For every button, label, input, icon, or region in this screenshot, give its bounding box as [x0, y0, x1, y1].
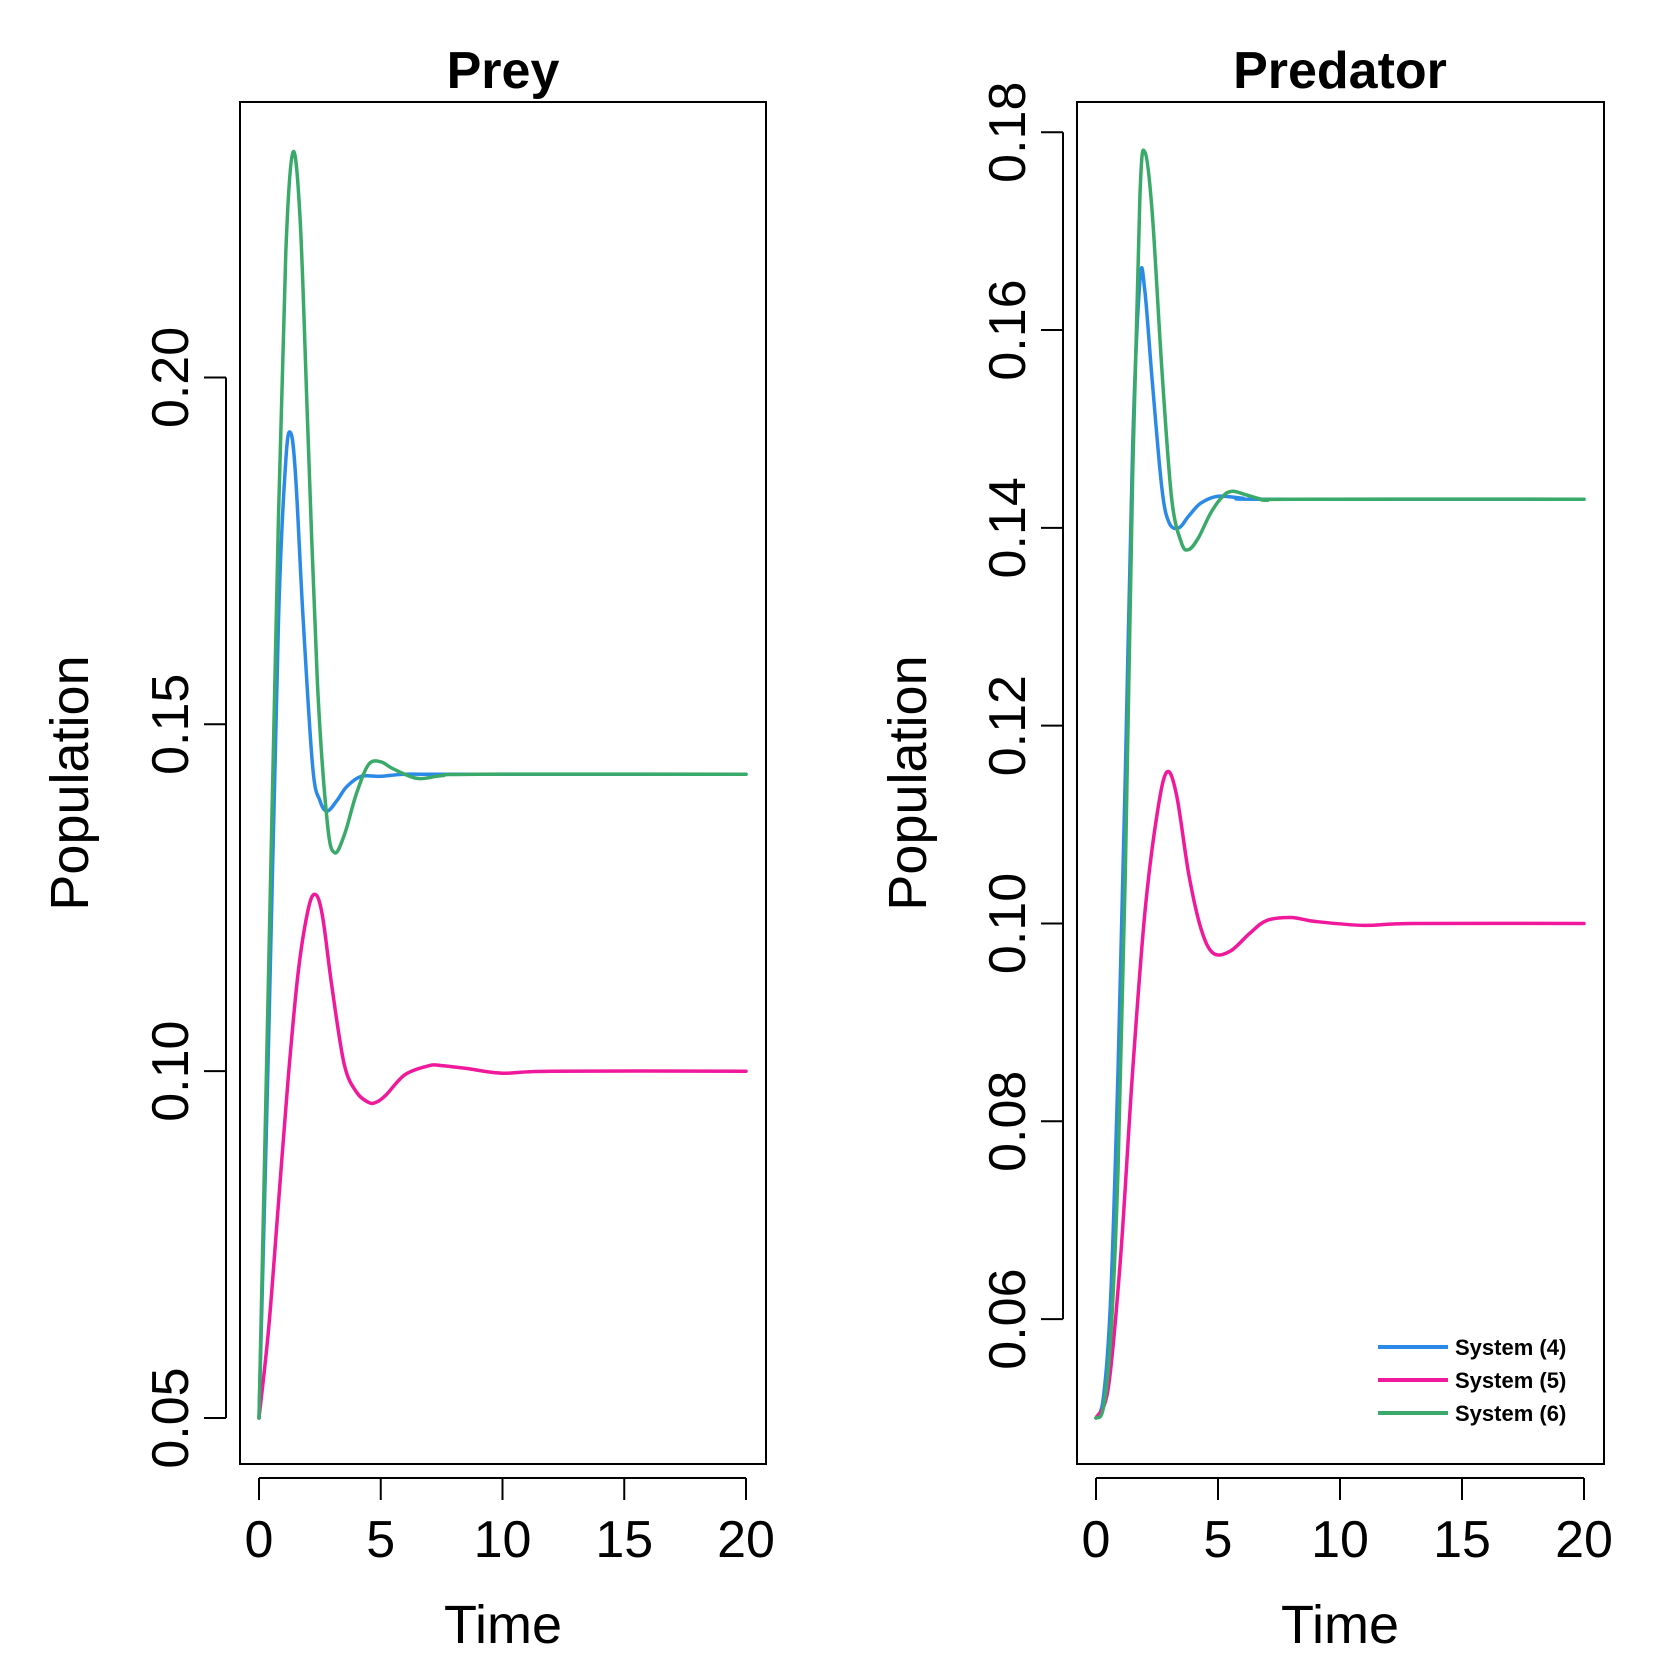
- predator-title: Predator: [1233, 42, 1447, 100]
- prey-y-tick-label: 0.05: [142, 1367, 200, 1468]
- prey-y-tick-label: 0.15: [142, 674, 200, 775]
- predator-line-system-4: [1094, 266, 1586, 1420]
- prey-x-ticks: 0 5 10 15 20: [245, 1477, 775, 1569]
- predator-y-tick-label: 0.06: [979, 1268, 1037, 1369]
- predator-y-tick-label: 0.14: [979, 477, 1037, 578]
- predator-series-lines: [1094, 148, 1586, 1420]
- predator-x-tick-label: 5: [1204, 1511, 1233, 1569]
- prey-y-ticks: 0.05 0.10 0.15 0.20: [142, 327, 227, 1469]
- predator-y-ticks: 0.06 0.08 0.10 0.12 0.14 0.16 0.18: [979, 82, 1064, 1370]
- prey-x-tick-label: 20: [717, 1511, 775, 1569]
- prey-y-axis-label: Population: [40, 655, 100, 910]
- predator-y-tick-label: 0.12: [979, 675, 1037, 776]
- prey-plot-frame: [239, 101, 767, 1465]
- predator-y-axis-label: Population: [878, 655, 938, 910]
- legend-label-system-4: System (4): [1455, 1335, 1566, 1360]
- prey-x-tick-label: 5: [366, 1511, 395, 1569]
- prey-series-lines: [257, 149, 748, 1420]
- prey-x-tick-label: 0: [245, 1511, 274, 1569]
- prey-line-system-4: [257, 430, 748, 1420]
- predator-plot-frame: [1076, 101, 1605, 1465]
- predator-x-axis-label: Time: [1281, 1595, 1399, 1653]
- legend: System (4) System (5) System (6): [1378, 1335, 1566, 1426]
- prey-y-tick-label: 0.10: [142, 1021, 200, 1122]
- prey-y-tick-label: 0.20: [142, 327, 200, 428]
- predator-line-system-6: [1094, 148, 1586, 1420]
- predator-x-ticks: 0 5 10 15 20: [1082, 1477, 1613, 1569]
- legend-label-system-6: System (6): [1455, 1401, 1566, 1426]
- predator-x-tick-label: 10: [1311, 1511, 1369, 1569]
- prey-line-system-6: [257, 149, 748, 1420]
- predator-x-tick-label: 15: [1433, 1511, 1491, 1569]
- predator-panel: Predator Time Population 0 5 10 15 20 0.060.…: [878, 42, 1613, 1653]
- predator-y-tick-label: 0.18: [979, 82, 1037, 183]
- prey-line-system-5: [257, 892, 748, 1420]
- predator-line-system-5: [1094, 769, 1586, 1420]
- predator-y-tick-label: 0.10: [979, 873, 1037, 974]
- predator-y-tick-label: 0.08: [979, 1071, 1037, 1172]
- legend-label-system-5: System (5): [1455, 1368, 1566, 1393]
- predator-x-tick-label: 20: [1555, 1511, 1613, 1569]
- prey-panel: Prey Time Population 0 5 10 15 20 0.050.100.…: [40, 42, 775, 1653]
- predator-x-tick-label: 0: [1082, 1511, 1111, 1569]
- prey-title: Prey: [447, 42, 560, 100]
- prey-x-axis-label: Time: [444, 1595, 562, 1653]
- predator-y-tick-label: 0.16: [979, 279, 1037, 380]
- prey-x-tick-label: 10: [474, 1511, 532, 1569]
- prey-x-tick-label: 15: [595, 1511, 653, 1569]
